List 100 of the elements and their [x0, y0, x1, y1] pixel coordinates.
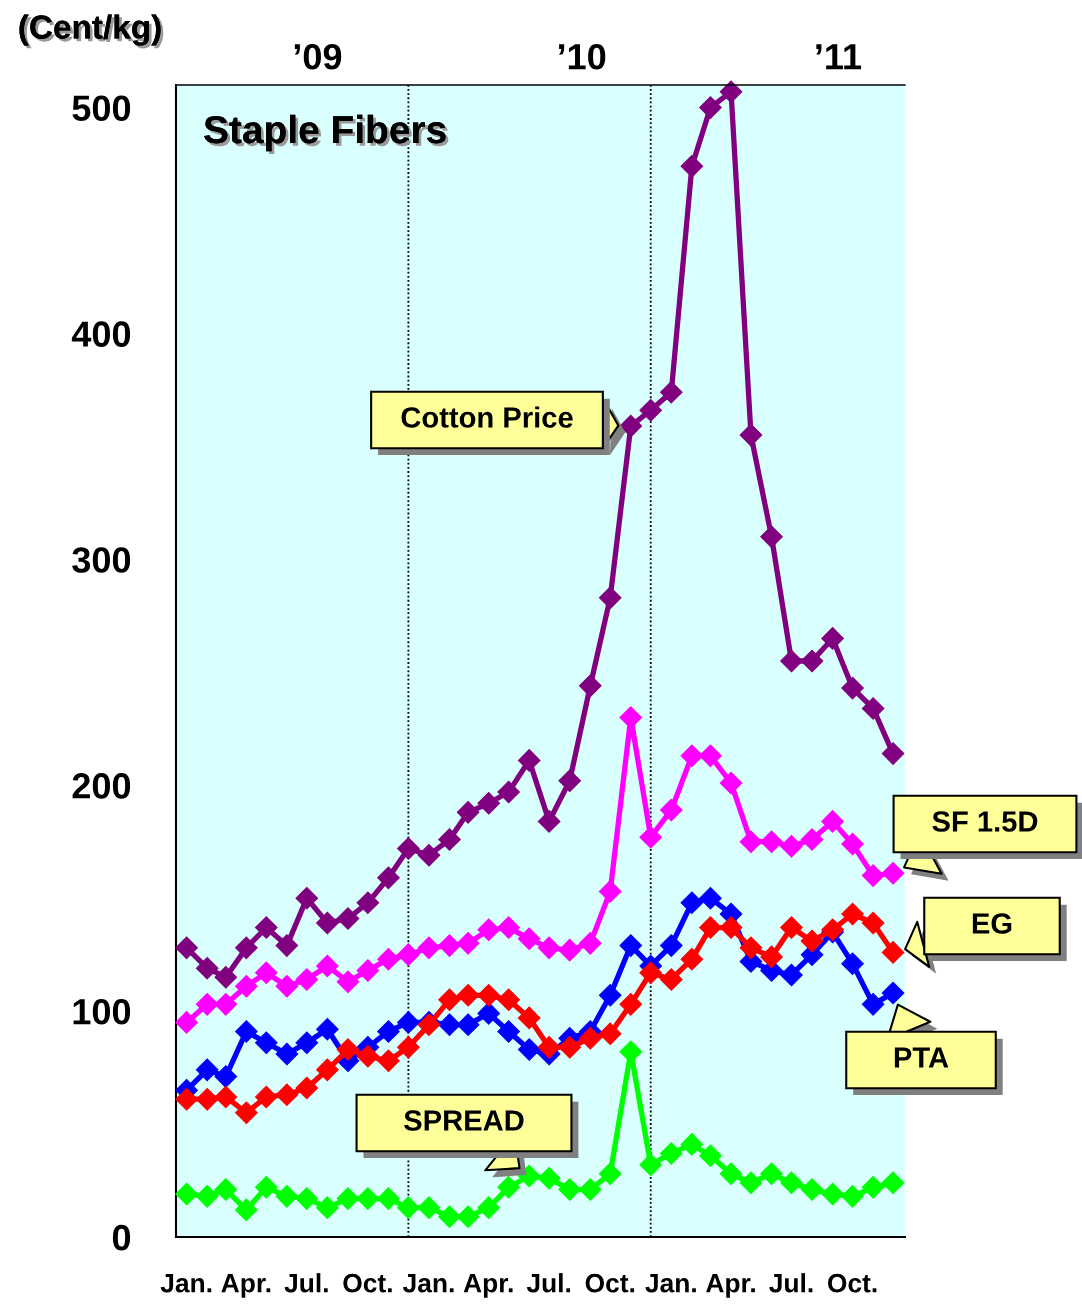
- point: [680, 744, 704, 768]
- point: [841, 832, 864, 856]
- series-label: SPREAD: [404, 1110, 524, 1131]
- point: [659, 934, 683, 957]
- point: [417, 936, 441, 960]
- point: [881, 1171, 905, 1195]
- point: [659, 968, 683, 991]
- point: [295, 1076, 319, 1100]
- point: [639, 398, 663, 422]
- point: [680, 891, 704, 915]
- point: [195, 1185, 219, 1208]
- point: [760, 830, 783, 854]
- point: [537, 810, 561, 833]
- point: [821, 627, 844, 650]
- point: [438, 1205, 461, 1228]
- point: [456, 1013, 480, 1036]
- text: Staple Fibers: [204, 114, 449, 154]
- point: [680, 947, 704, 971]
- point: [438, 988, 461, 1012]
- point: [377, 1187, 400, 1210]
- point: [417, 1196, 441, 1219]
- point: [356, 891, 380, 915]
- point: [719, 771, 743, 795]
- point: [841, 676, 864, 700]
- x2-tick-label: ’09: [294, 43, 342, 70]
- point: [800, 649, 824, 673]
- point: [598, 880, 622, 903]
- point: [578, 674, 602, 698]
- point: [397, 943, 420, 966]
- point: [780, 834, 803, 858]
- point: [578, 1178, 602, 1201]
- y-tick-label: 100: [73, 998, 131, 1025]
- x2-tick-label: ’10: [559, 43, 606, 70]
- point: [356, 1044, 380, 1068]
- point: [719, 1162, 743, 1186]
- point: [477, 1196, 501, 1219]
- x-tick-label: Oct.: [343, 1273, 392, 1293]
- point: [477, 983, 501, 1007]
- point: [861, 993, 885, 1016]
- point: [456, 983, 480, 1007]
- point: [639, 825, 663, 849]
- point: [659, 1142, 683, 1165]
- series-label: SF 1.5D: [932, 811, 1038, 832]
- point: [578, 932, 602, 955]
- point: [316, 954, 339, 978]
- point: [316, 1196, 339, 1219]
- series-label: Cotton Price: [401, 406, 573, 428]
- point: [254, 1031, 278, 1055]
- point: [295, 1031, 319, 1055]
- point: [295, 1187, 319, 1210]
- point: [235, 1020, 258, 1043]
- x-tick-label: Jul.: [526, 1273, 571, 1293]
- point: [397, 1011, 420, 1034]
- point: [214, 993, 238, 1016]
- point: [175, 1182, 198, 1206]
- point: [517, 1006, 541, 1030]
- point: [881, 981, 905, 1005]
- point: [537, 1035, 561, 1059]
- point: [195, 1087, 219, 1111]
- point: [619, 414, 643, 438]
- point: [456, 801, 480, 824]
- point: [175, 1087, 198, 1111]
- y-axis-title: (Cent/kg): [19, 14, 164, 49]
- point: [235, 974, 258, 998]
- point: [739, 423, 763, 447]
- point: [275, 974, 299, 998]
- point: [235, 1101, 258, 1125]
- point: [336, 970, 360, 994]
- point: [558, 1035, 582, 1059]
- point: [275, 934, 299, 957]
- point: [861, 697, 885, 720]
- point: [438, 828, 461, 851]
- point: [598, 983, 622, 1007]
- y-tick-label: 300: [72, 547, 131, 573]
- point: [417, 843, 441, 867]
- point: [699, 96, 722, 119]
- point: [316, 1017, 339, 1041]
- point: [377, 866, 400, 890]
- point: [254, 916, 278, 939]
- point: [780, 649, 803, 673]
- point: [598, 586, 622, 610]
- point: [639, 961, 663, 985]
- y-tick-label: 200: [72, 773, 131, 799]
- point: [295, 886, 319, 910]
- point: [739, 830, 763, 854]
- point: [377, 947, 400, 971]
- point: [680, 1133, 704, 1156]
- point: [195, 993, 219, 1016]
- point: [558, 769, 582, 793]
- point: [639, 1153, 663, 1177]
- point: [497, 1175, 520, 1199]
- x-tick-label: Apr.: [221, 1274, 271, 1298]
- point: [175, 936, 198, 960]
- point: [780, 916, 803, 939]
- point: [800, 828, 824, 851]
- point: [477, 1002, 501, 1025]
- point: [739, 1171, 763, 1195]
- point: [356, 959, 380, 982]
- text: EG: [972, 913, 1012, 934]
- x-tick-label: Jan.: [645, 1274, 696, 1293]
